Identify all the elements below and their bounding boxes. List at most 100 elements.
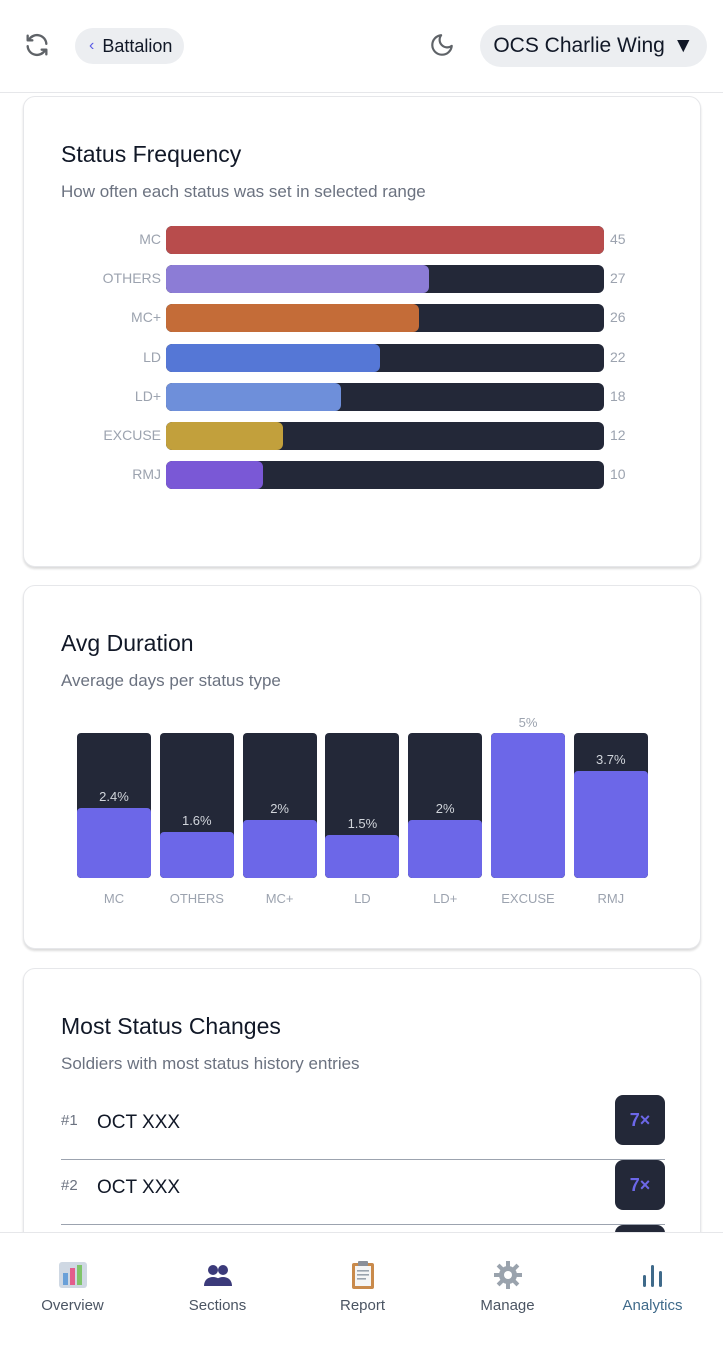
rank-label: #2 bbox=[61, 1177, 78, 1194]
status-frequency-card: Status Frequency How often each status w… bbox=[23, 96, 701, 567]
value-label: 26 bbox=[610, 309, 626, 326]
category-label: LD+ bbox=[433, 891, 458, 906]
nav-label: Manage bbox=[480, 1297, 535, 1314]
bar-column: 2.4% MC bbox=[77, 586, 151, 926]
category-label: OTHERS bbox=[169, 891, 224, 906]
bar bbox=[242, 820, 317, 878]
bar-column: 5% EXCUSE bbox=[491, 586, 565, 926]
nav-sections[interactable]: Sections bbox=[145, 1233, 290, 1346]
bar bbox=[166, 343, 381, 372]
bar-track bbox=[325, 733, 400, 878]
bar-track bbox=[166, 265, 604, 294]
category-label: LD+ bbox=[134, 387, 161, 404]
overview-icon bbox=[0, 1259, 145, 1291]
nav-analytics[interactable]: Analytics bbox=[580, 1233, 723, 1346]
bar-row: EXCUSE 12 bbox=[24, 422, 702, 450]
nav-label: Analytics bbox=[622, 1297, 683, 1314]
nav-manage[interactable]: Manage bbox=[435, 1233, 580, 1346]
bar-track bbox=[166, 304, 604, 333]
bar-column: 3.7% RMJ bbox=[573, 586, 648, 926]
bar-column: 2% MC+ bbox=[242, 586, 317, 926]
bar-column: 2% LD+ bbox=[408, 586, 483, 926]
bar bbox=[166, 226, 604, 254]
bar-row: MC+ 26 bbox=[24, 304, 702, 333]
avg-duration-card: Avg Duration Average days per status typ… bbox=[23, 585, 701, 949]
bar-track bbox=[159, 733, 234, 878]
bar bbox=[166, 265, 429, 294]
bar-track bbox=[166, 343, 604, 372]
bar-track bbox=[77, 733, 151, 878]
bottom-navigation: Overview Sections Report bbox=[0, 1232, 723, 1346]
value-label: 5% bbox=[518, 715, 538, 730]
bar-track bbox=[491, 733, 565, 878]
caret-down-icon: ▼ bbox=[672, 34, 694, 57]
nav-label: Report bbox=[339, 1297, 386, 1314]
clipboard-icon bbox=[290, 1259, 435, 1291]
bar-track bbox=[166, 226, 604, 254]
card-subtitle: Soldiers with most status history entrie… bbox=[61, 1054, 360, 1073]
most-status-changes-card: Most Status Changes Soldiers with most s… bbox=[23, 968, 701, 1275]
category-label: MC bbox=[103, 891, 125, 906]
bar-row: RMJ 10 bbox=[24, 461, 702, 490]
nav-overview[interactable]: Overview bbox=[0, 1233, 145, 1346]
change-count-badge: 7× bbox=[615, 1095, 665, 1145]
card-title: Avg Duration bbox=[61, 630, 194, 656]
bar bbox=[166, 382, 342, 411]
bar-track bbox=[166, 382, 604, 411]
refresh-icon bbox=[26, 33, 48, 57]
nav-label: Sections bbox=[188, 1297, 247, 1314]
change-count-badge: 7× bbox=[615, 1160, 665, 1210]
moon-icon bbox=[431, 34, 453, 56]
category-label: LD bbox=[354, 891, 371, 906]
value-label: 27 bbox=[610, 270, 626, 287]
value-label: 1.5% bbox=[347, 815, 378, 831]
card-title: Most Status Changes bbox=[61, 1013, 281, 1039]
card-subtitle: Average days per status type bbox=[61, 671, 281, 690]
refresh-button[interactable] bbox=[22, 30, 52, 60]
value-label: 12 bbox=[610, 427, 626, 443]
value-label: 18 bbox=[610, 387, 626, 404]
bar-row: MC 45 bbox=[24, 226, 702, 254]
bar bbox=[166, 422, 283, 450]
top-bar: ‹ Battalion OCS Charlie Wing ▼ bbox=[0, 0, 723, 93]
nav-report[interactable]: Report bbox=[290, 1233, 435, 1346]
bar bbox=[159, 831, 234, 878]
value-label: 2% bbox=[435, 801, 455, 816]
bar-row: LD 22 bbox=[24, 343, 702, 372]
dark-mode-toggle[interactable] bbox=[428, 31, 456, 59]
list-item[interactable]: #2 OCT XXX 7× bbox=[61, 1160, 665, 1225]
back-to-battalion-button[interactable]: ‹ Battalion bbox=[75, 28, 185, 64]
list-item[interactable]: #1 OCT XXX 7× bbox=[61, 1095, 665, 1160]
bar-track bbox=[573, 733, 648, 878]
soldier-name: OCT XXX bbox=[97, 1112, 181, 1133]
category-label: RMJ bbox=[597, 891, 625, 906]
unit-name: OCS Charlie Wing bbox=[493, 34, 665, 57]
bar bbox=[408, 820, 483, 878]
chevron-left-icon: ‹ bbox=[89, 37, 95, 54]
card-subtitle: How often each status was set in selecte… bbox=[61, 182, 426, 201]
bar bbox=[166, 304, 420, 333]
bar bbox=[325, 834, 400, 878]
rank-label: #1 bbox=[61, 1112, 78, 1129]
bar-row: OTHERS 27 bbox=[24, 265, 702, 294]
nav-label: Overview bbox=[41, 1297, 104, 1314]
bar bbox=[573, 770, 648, 878]
value-label: 22 bbox=[610, 348, 626, 365]
value-label: 1.6% bbox=[181, 812, 212, 828]
category-label: MC+ bbox=[131, 309, 161, 326]
bar bbox=[491, 733, 565, 878]
back-label: Battalion bbox=[102, 35, 173, 56]
sections-icon bbox=[145, 1259, 290, 1291]
value-label: 3.7% bbox=[595, 751, 626, 767]
card-title: Status Frequency bbox=[61, 141, 242, 167]
unit-selector[interactable]: OCS Charlie Wing ▼ bbox=[480, 25, 707, 67]
bar-column: 1.5% LD bbox=[325, 586, 400, 926]
bar-track bbox=[408, 733, 483, 878]
soldier-name: OCT XXX bbox=[97, 1177, 181, 1198]
category-label: EXCUSE bbox=[103, 427, 161, 443]
bar-track bbox=[166, 422, 604, 450]
value-label: 2.4% bbox=[99, 789, 129, 805]
category-label: OTHERS bbox=[102, 270, 161, 287]
category-label: MC bbox=[139, 231, 161, 247]
bar bbox=[166, 461, 264, 490]
